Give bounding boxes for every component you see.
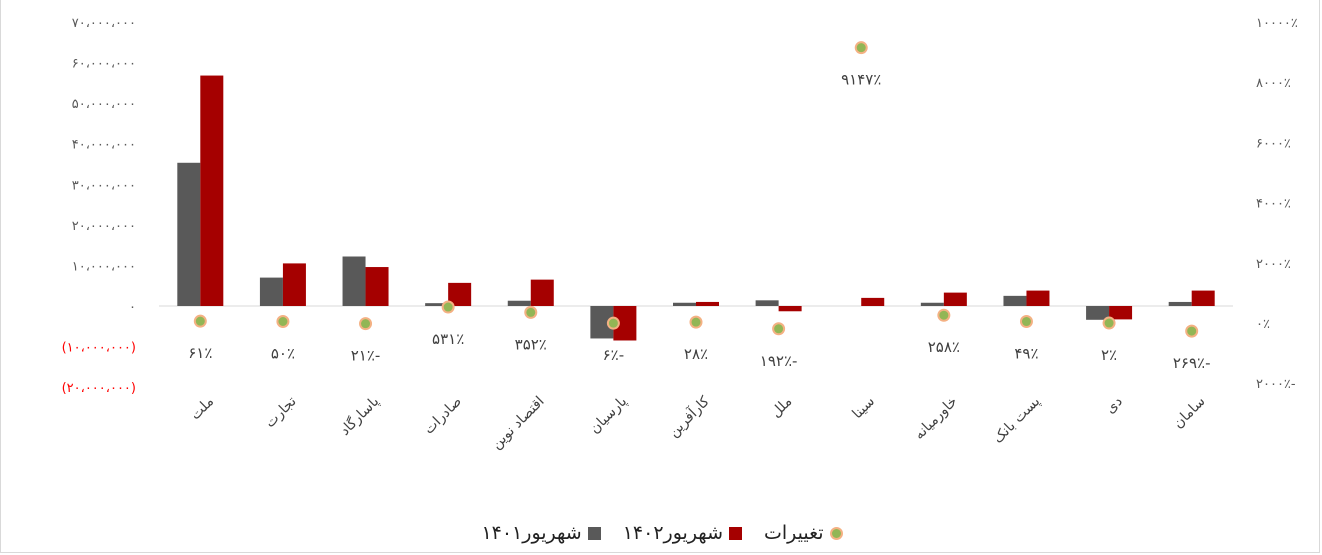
- change-dot: [1185, 324, 1199, 338]
- y-right-tick-label: ۴۰۰۰٪: [1256, 197, 1291, 212]
- bar-1401: [507, 300, 531, 306]
- change-dot: [359, 317, 373, 331]
- change-label: ۵۰٪: [271, 344, 295, 362]
- legend-label-changes: تغییرات: [764, 522, 824, 544]
- change-dot: [276, 314, 290, 328]
- category-label: ملت: [188, 394, 218, 424]
- category-label: سینا: [849, 394, 878, 423]
- legend-swatch-1402: [729, 526, 742, 540]
- bar-1402: [282, 263, 306, 306]
- category-label: پاسارگاد: [336, 393, 382, 439]
- bar-1401: [755, 300, 779, 306]
- chart-canvas: ۷۰،۰۰۰،۰۰۰ ۶۰،۰۰۰،۰۰۰ ۵۰،۰۰۰،۰۰۰ ۴۰،۰۰۰،۰۰۰…: [62, 16, 1298, 453]
- category-label: پست بانک: [990, 393, 1043, 446]
- y-right-tick-label: ۶۰۰۰٪: [1256, 136, 1291, 151]
- bar-1402: [613, 306, 637, 341]
- category-label: تجارت: [262, 393, 300, 431]
- change-dot: [937, 308, 951, 322]
- category-label: کارآفرین: [665, 393, 713, 441]
- y-left-tick-label: ۲۰،۰۰۰،۰۰۰: [72, 219, 136, 234]
- bar-1401: [1168, 301, 1192, 306]
- change-label: ۶٪-: [603, 346, 625, 364]
- bar-1402: [861, 297, 885, 306]
- bar-1401: [590, 306, 614, 339]
- category-label: اقتصاد نوین: [488, 394, 547, 453]
- bar-1401: [425, 303, 449, 306]
- change-dot: [193, 314, 207, 328]
- y-left-tick-label: ۵۰،۰۰۰،۰۰۰: [72, 97, 136, 112]
- legend-item-1402: شهریور۱۴۰۲: [623, 522, 742, 544]
- change-dot: [772, 322, 786, 336]
- change-dot: [524, 305, 538, 319]
- bar-1401: [673, 302, 696, 306]
- bar-1402: [1026, 290, 1050, 306]
- legend-item-1401: شهریور۱۴۰۱: [481, 522, 601, 544]
- bar-1401: [259, 277, 283, 306]
- bar-1401: [1086, 306, 1110, 320]
- bar-1401: [177, 162, 201, 306]
- change-dot: [441, 300, 455, 314]
- change-label: ۴۹٪: [1014, 345, 1038, 363]
- y-right-tick-label: ۰٪: [1256, 317, 1270, 332]
- y-right-tick-label: ۸۰۰۰٪: [1256, 76, 1291, 91]
- y-right-tick-label: ۲۰۰۰٪: [1256, 257, 1291, 272]
- y-left-tick-label: ۱۰،۰۰۰،۰۰۰: [72, 259, 136, 274]
- change-label: ۲۸٪: [684, 345, 708, 363]
- change-label: ۵۳۱٪: [432, 330, 464, 348]
- change-label: ۲۱٪-: [351, 347, 381, 365]
- change-label: ۲٪: [1101, 346, 1117, 364]
- category-label: خاورمیانه: [911, 394, 960, 443]
- y-right-tick-label: ۱۰۰۰۰٪: [1256, 16, 1298, 31]
- category-label: سامان: [1170, 394, 1208, 432]
- bar-1402: [530, 279, 554, 306]
- bar-1401: [920, 302, 944, 306]
- bar-1401: [1003, 295, 1027, 306]
- change-dot: [854, 41, 868, 55]
- bar-1402: [448, 282, 472, 306]
- y-left-tick-label: (۱۰،۰۰۰،۰۰۰): [62, 341, 136, 356]
- bar-1401: [342, 256, 366, 306]
- change-label: ۲۶۹٪-: [1173, 354, 1211, 372]
- y-left-tick-label: ۳۰،۰۰۰،۰۰۰: [72, 178, 136, 193]
- category-label: دی: [1102, 394, 1125, 417]
- category-label: پارسیان: [587, 393, 631, 437]
- change-label: ۲۵۸٪: [928, 338, 960, 356]
- legend-label-1402: شهریور۱۴۰۲: [622, 522, 723, 544]
- y-left-tick-label: ۴۰،۰۰۰،۰۰۰: [72, 138, 136, 153]
- y-right-tick-label: ۲۰۰۰٪-: [1256, 377, 1296, 392]
- bar-1402: [365, 267, 389, 306]
- bar-1402: [943, 292, 967, 306]
- bar-1402: [696, 301, 719, 306]
- bar-1402: [1109, 306, 1133, 320]
- legend-label-1401: شهریور۱۴۰۱: [481, 522, 582, 544]
- change-dot: [1019, 315, 1033, 329]
- y-left-tick-label: ۷۰،۰۰۰،۰۰۰: [72, 16, 136, 31]
- y-left-tick-label: (۲۰،۰۰۰،۰۰۰): [62, 381, 136, 396]
- legend-swatch-1401: [587, 526, 601, 540]
- change-label: ۳۵۲٪: [515, 335, 547, 353]
- legend-item-changes: تغییرات: [764, 522, 843, 544]
- legend-swatch-changes: [829, 526, 843, 540]
- y-left-tick-label: ۶۰،۰۰۰،۰۰۰: [72, 57, 136, 72]
- change-label: ۶۱٪: [188, 344, 212, 362]
- change-dot: [1102, 316, 1116, 330]
- category-label: صادرات: [421, 394, 465, 438]
- legend: تغییرات شهریور۱۴۰۲ شهریور۱۴۰۱: [1, 522, 1322, 544]
- y-left-tick-label: ۰: [129, 300, 136, 315]
- change-dot: [606, 316, 620, 330]
- change-label: ۱۹۲٪-: [760, 352, 798, 370]
- change-dot: [689, 315, 703, 329]
- bar-1402: [778, 306, 802, 312]
- category-label: ملل: [768, 394, 795, 421]
- bar-1402: [200, 75, 224, 306]
- bar-1402: [1191, 290, 1215, 306]
- change-label: ۹۱۴۷٪: [841, 71, 881, 89]
